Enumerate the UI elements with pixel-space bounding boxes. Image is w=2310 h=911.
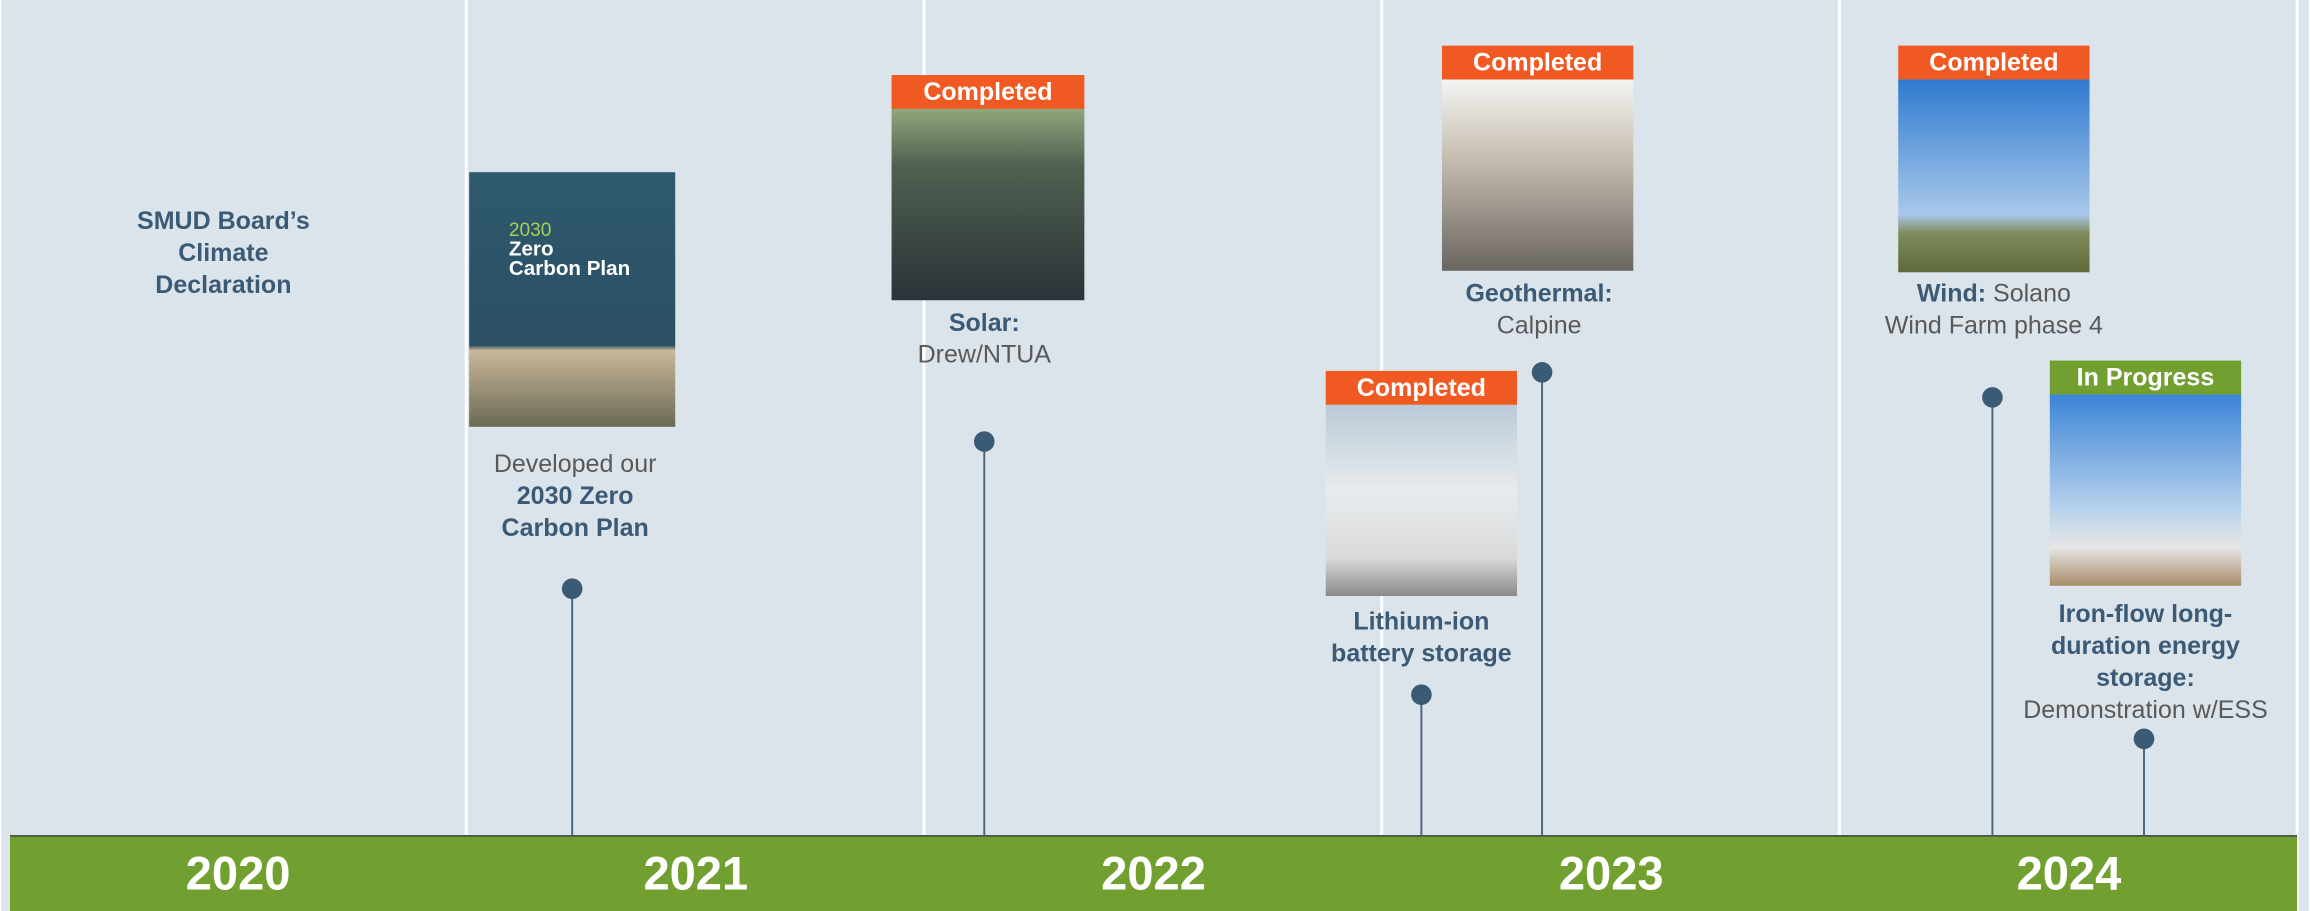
event-caption: Carbon Plan (502, 514, 649, 542)
event: SMUD Board’s Climate Declaration (137, 207, 310, 299)
event-photo (1441, 79, 1634, 271)
event-photo (1325, 404, 1518, 597)
caption-segment: Carbon Plan (502, 514, 649, 542)
status-badge-label: Completed (1473, 49, 1602, 77)
status-badge (2049, 360, 2242, 395)
caption-segment: Solano (1986, 279, 2071, 307)
caption-segment: Developed our (494, 450, 657, 478)
year-label: 2022 (1101, 847, 1206, 900)
event-caption: Lithium-ion (1353, 607, 1489, 635)
caption-segment: battery storage (1331, 639, 1512, 667)
event-caption: Drew/NTUA (918, 340, 1052, 368)
event-photo (469, 172, 676, 427)
pin-head (561, 578, 583, 599)
event-caption: Declaration (155, 271, 291, 299)
year-bar (9, 835, 2298, 911)
event-caption: storage: (2096, 664, 2195, 692)
event-caption: Developed our (494, 450, 657, 478)
event-caption: Wind Farm phase 4 (1885, 311, 2103, 339)
cover-text: 2030 (509, 220, 552, 241)
year-label: 2023 (1559, 847, 1664, 900)
status-badge-label: Completed (1929, 49, 2058, 77)
status-badge-label: Completed (923, 78, 1052, 106)
event-photo (2049, 394, 2242, 586)
caption-segment: storage: (2096, 664, 2195, 692)
caption-segment: SMUD Board’s (137, 207, 310, 235)
event: Completed Geothermal: Calpine (1441, 45, 1634, 836)
event-caption: Climate (178, 239, 268, 267)
caption-segment: Demonstration w/ESS (2023, 696, 2268, 724)
caption-segment: duration energy (2051, 632, 2240, 660)
caption-segment: Geothermal: (1465, 279, 1612, 307)
caption-segment: Iron-flow long- (2059, 600, 2233, 628)
event-caption: Calpine (1497, 311, 1582, 339)
event-caption: Demonstration w/ESS (2023, 696, 2268, 724)
caption-segment: Climate (178, 239, 268, 267)
status-badge (891, 75, 1085, 109)
pin-head (2133, 728, 2155, 750)
caption-segment: Declaration (155, 271, 291, 299)
status-badge (1898, 45, 2090, 80)
event-caption: Geothermal: (1465, 279, 1612, 307)
event-caption: battery storage (1331, 639, 1512, 667)
event-caption: SMUD Board’s (137, 207, 310, 235)
event-caption: 2030 Zero (517, 482, 634, 510)
pin-head (973, 431, 995, 452)
pin-head (1411, 684, 1432, 705)
pin-head (1982, 387, 2003, 408)
caption-segment: 2030 Zero (517, 482, 634, 510)
status-badge (1325, 370, 1518, 405)
event: Completed Lithium-ion battery storage (1325, 370, 1518, 836)
caption-segment: Wind Farm phase 4 (1885, 311, 2103, 339)
cover-text: Carbon Plan (509, 257, 630, 280)
status-badge-label: In Progress (2077, 364, 2215, 392)
caption-segment: Solar: (949, 308, 1020, 336)
year-label: 2021 (643, 847, 748, 900)
year-label: 2024 (2017, 847, 2122, 900)
caption-segment: Drew/NTUA (918, 340, 1052, 368)
event-caption: duration energy (2051, 632, 2240, 660)
status-badge-label: Completed (1357, 374, 1486, 402)
event-caption: Wind: Solano (1917, 279, 2071, 307)
event-photo (891, 108, 1085, 301)
event: In Progress Iron-flow long-duration energ… (2023, 360, 2268, 836)
caption-segment: Calpine (1497, 311, 1582, 339)
event-caption: Solar: (949, 308, 1020, 336)
cover-text: Zero (509, 238, 554, 261)
event: Completed Wind: Solano Wind Farm phase 4 (1885, 45, 2103, 836)
status-badge (1441, 45, 1634, 80)
event: Completed Solar: Drew/NTUA (891, 75, 1085, 836)
pin-head (1531, 362, 1553, 383)
event-caption: Iron-flow long- (2059, 600, 2233, 628)
caption-segment: Lithium-ion (1353, 607, 1489, 635)
event-photo (1898, 79, 2090, 273)
caption-segment: Wind: (1917, 279, 1986, 307)
year-label: 2020 (186, 847, 291, 900)
